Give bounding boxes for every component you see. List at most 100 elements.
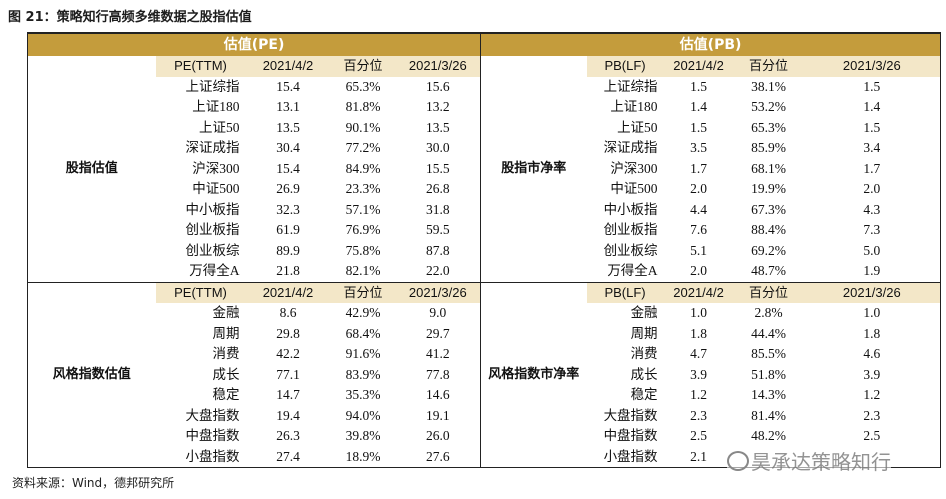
value-cell: 65.3% [345, 78, 381, 94]
value-cell: 57.1% [345, 201, 381, 217]
value-cell: 38.1% [751, 78, 786, 94]
index-name: 上证综指 [185, 78, 240, 94]
value-cell: 9.0 [395, 303, 482, 324]
value-cell: 13.5 [395, 117, 482, 138]
column-header: 2021/4/2 [245, 281, 331, 303]
value-cell: 7.3 [863, 222, 881, 238]
index-name: 创业板综 [185, 242, 240, 258]
column-header: 2021/4/2 [663, 56, 734, 77]
value-cell: 19.4 [276, 407, 300, 423]
table-row: 上证180 13.1 81.8% 13.2 上证180 1.4 53.2% 1.4 [28, 97, 941, 118]
value-cell: 15.4 [276, 160, 300, 176]
column-header: PB(LF) [586, 281, 664, 303]
table-row: 沪深300 15.4 84.9% 15.5 沪深300 1.7 68.1% 1.7 [28, 158, 941, 179]
source-note: 资料来源：Wind，德邦研究所 [12, 476, 175, 490]
value-cell: 44.4% [751, 325, 786, 341]
index-name: 万得全A [189, 263, 240, 279]
column-header: 2021/3/26 [803, 56, 941, 77]
index-name: 成长 [212, 366, 240, 382]
value-cell: 1.4 [863, 99, 881, 115]
value-cell: 1.9 [863, 263, 881, 279]
value-cell: 26.0 [395, 426, 482, 447]
value-cell: 1.5 [863, 119, 881, 135]
index-name: 金融 [212, 305, 240, 321]
table-row: 股指估值 PE(TTM) 2021/4/2 百分位 2021/3/26 股指市净率 PB(L… [28, 56, 941, 176]
value-cell: 1.5 [690, 78, 707, 94]
valuation-table: 估值(PE) 估值(PB) 股指估值 PE(TTM) 2021/4/2 百分位 2021/3… [27, 32, 942, 468]
table-row: 创业板综 89.9 75.8% 87.8 创业板综 5.1 69.2% 5.0 [28, 240, 941, 261]
value-cell: 77.2% [345, 140, 381, 156]
value-cell: 27.6 [395, 446, 482, 468]
value-cell: 18.9% [345, 448, 381, 464]
index-name: 中证500 [192, 181, 240, 197]
value-cell: 21.8 [276, 263, 300, 279]
index-name: 沪深300 [192, 160, 240, 176]
value-cell: 1.0 [690, 305, 707, 321]
value-cell: 41.2 [395, 344, 482, 365]
table-row: 消费 42.2 91.6% 41.2 消费 4.7 85.5% 4.6 [28, 344, 941, 365]
value-cell: 1.0 [863, 305, 881, 321]
index-name: 稳定 [630, 387, 658, 403]
value-cell: 15.6 [395, 76, 482, 97]
value-cell: 59.5 [395, 220, 482, 241]
index-name: 周期 [630, 325, 658, 341]
value-cell: 68.1% [751, 160, 786, 176]
value-cell: 39.8% [345, 428, 381, 444]
value-cell: 1.7 [690, 160, 707, 176]
column-header: 2021/4/2 [245, 56, 331, 77]
column-header: 百分位 [733, 281, 804, 303]
table-row: 成长 77.1 83.9% 77.8 成长 3.9 51.8% 3.9 [28, 364, 941, 385]
value-cell: 1.4 [690, 99, 707, 115]
value-cell: 51.8% [751, 366, 786, 382]
index-name: 小盘指数 [603, 448, 658, 464]
section-label: 风格指数市净率 [480, 281, 587, 468]
header-cell: 估值(PE) [27, 32, 482, 56]
value-cell: 2.0 [690, 181, 707, 197]
table-row: 中盘指数 26.3 39.8% 26.0 中盘指数 2.5 48.2% 2.5 [28, 426, 941, 447]
column-header: 2021/3/26 [395, 281, 482, 303]
value-cell: 2.5 [690, 428, 707, 444]
index-name: 大盘指数 [185, 407, 240, 423]
index-name: 创业板综 [603, 242, 658, 258]
index-name: 上证180 [610, 99, 658, 115]
column-header: 百分位 [733, 56, 804, 77]
value-cell: 91.6% [345, 346, 381, 362]
value-cell: 23.3% [345, 181, 381, 197]
value-cell: 1.8 [863, 325, 881, 341]
index-name: 上证50 [199, 119, 240, 135]
table-row: 金融 8.6 42.9% 9.0 金融 1.0 2.8% 1.0 [28, 303, 941, 324]
table-row: 大盘指数 19.4 94.0% 19.1 大盘指数 2.3 81.4% 2.3 [28, 405, 941, 426]
value-cell: 89.9 [276, 242, 300, 258]
value-cell: 19.9% [751, 181, 786, 197]
value-cell: 4.6 [863, 346, 881, 362]
value-cell: 3.5 [690, 140, 707, 156]
column-header: 百分位 [330, 281, 396, 303]
index-name: 中证500 [610, 181, 658, 197]
table-row: 创业板指 61.9 76.9% 59.5 创业板指 7.6 88.4% 7.3 [28, 220, 941, 241]
value-cell: 29.8 [276, 325, 300, 341]
value-cell: 2.1 [690, 448, 707, 464]
value-cell: 26.8 [395, 179, 482, 200]
value-cell: 48.2% [751, 428, 786, 444]
table-row: 上证50 13.5 90.1% 13.5 上证50 1.5 65.3% 1.5 [28, 117, 941, 138]
table-row: 中小板指 32.3 57.1% 31.8 中小板指 4.4 67.3% 4.3 [28, 199, 941, 220]
value-cell: 2.5 [863, 428, 881, 444]
table-row: 万得全A 21.8 82.1% 22.0 万得全A 2.0 48.7% 1.9 [28, 261, 941, 282]
value-cell: 87.8 [395, 240, 482, 261]
value-cell: 2.0 [690, 263, 707, 279]
value-cell: 3.4 [863, 140, 881, 156]
value-cell: 75.8% [345, 242, 381, 258]
index-name: 中盘指数 [603, 428, 658, 444]
column-header: PB(LF) [586, 56, 664, 77]
value-cell: 4.3 [863, 201, 881, 217]
value-cell: 26.9 [276, 181, 300, 197]
column-header: 2021/3/26 [395, 56, 482, 77]
index-name: 消费 [212, 346, 240, 362]
column-header: 2021/3/26 [803, 281, 941, 303]
index-name: 金融 [630, 305, 658, 321]
value-cell: 14.6 [395, 385, 482, 406]
value-cell: 32.3 [276, 201, 300, 217]
value-cell: 7.6 [690, 222, 707, 238]
table-row: 稳定 14.7 35.3% 14.6 稳定 1.2 14.3% 1.2 [28, 385, 941, 406]
index-name: 深证成指 [603, 140, 658, 156]
